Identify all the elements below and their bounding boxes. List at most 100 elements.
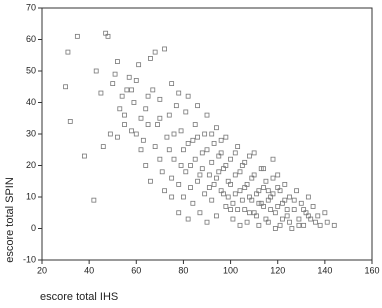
point [133,78,139,83]
point [188,185,193,190]
x-tick-label: 140 [317,265,332,275]
point [315,213,321,219]
x-tick-label: 40 [84,265,94,275]
point [115,134,120,140]
point [287,219,292,225]
point [171,156,177,162]
point [249,175,255,181]
point [232,191,238,197]
point [209,131,215,137]
point [216,153,222,159]
point [242,159,248,165]
point [185,141,191,146]
point [282,181,288,187]
point [277,222,283,228]
point [261,185,266,190]
point [287,194,292,200]
point [202,191,208,197]
point [216,169,222,175]
point [136,62,142,68]
point [176,210,182,216]
point [166,147,172,153]
point [291,207,297,213]
x-tick-label: 20 [37,265,47,275]
point [82,153,87,159]
point [218,188,224,194]
y-axis-title: escore total SPIN [4,177,16,263]
y-tick-label: 50 [26,65,36,75]
point [228,207,233,213]
point [232,172,238,178]
point [197,210,203,216]
point [67,119,73,124]
point [122,122,127,127]
point [188,163,193,168]
point [74,33,80,39]
y-tick-label: 60 [26,34,36,44]
point [143,163,149,168]
point [284,207,290,213]
point [117,106,123,112]
point [270,175,276,181]
point [305,194,311,200]
point [256,222,262,228]
point [199,150,205,156]
point [296,216,302,222]
point [166,112,172,118]
y-tick-label: 30 [26,128,36,138]
point [204,219,210,225]
point [122,112,127,118]
x-tick-label: 160 [364,265,379,275]
point [195,103,200,109]
point [284,213,290,219]
point [164,134,170,140]
y-tick-label: 70 [26,2,36,12]
point [93,68,99,74]
point [214,213,219,219]
point [232,150,238,156]
point [209,159,215,165]
point [98,90,104,96]
point [183,109,189,115]
point [251,210,257,216]
point [263,178,269,184]
point [298,200,304,206]
point [270,156,276,162]
point [195,134,200,140]
point [209,197,215,203]
y-tick-label: 10 [26,191,36,201]
point [169,81,175,86]
point [247,210,252,216]
point [291,197,297,203]
point [176,181,182,187]
point [265,197,271,203]
point [310,204,316,209]
point [331,222,337,228]
point [195,178,200,184]
point [235,144,241,150]
point [228,181,233,187]
point [148,56,153,61]
point [294,188,299,194]
point [65,49,71,55]
point [129,87,134,93]
point [275,204,281,209]
point [162,46,167,52]
point [301,207,307,213]
point [296,222,302,228]
point [282,197,288,203]
point [199,166,205,172]
point [183,169,189,175]
point [324,219,330,225]
point [237,169,243,175]
point [152,49,158,55]
point [192,122,198,127]
y-tick-label: 0 [31,223,36,233]
point [162,188,167,194]
y-tick-label: 40 [26,97,36,107]
point [223,163,229,168]
point [214,175,219,181]
point [173,103,179,109]
point [204,147,210,153]
